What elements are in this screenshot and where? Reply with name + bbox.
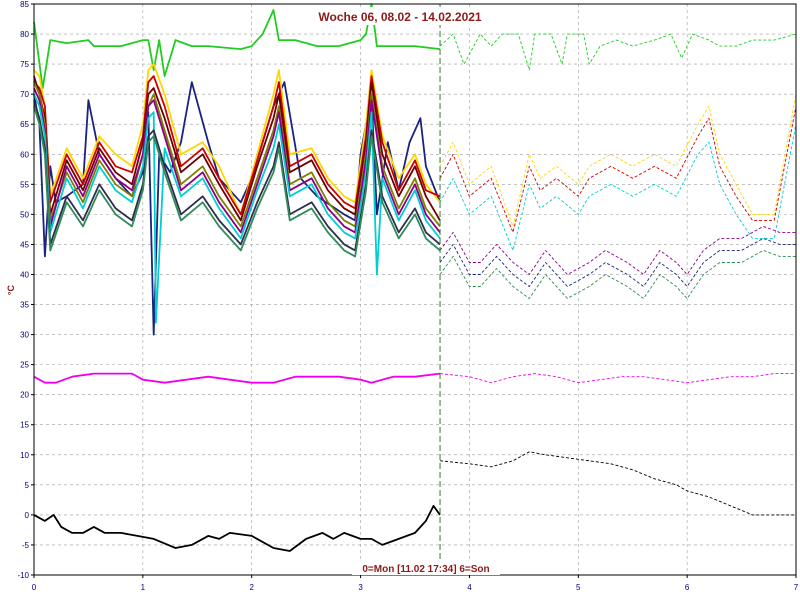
x-tick-label: 7 — [794, 583, 799, 592]
x-tick-label: 5 — [576, 583, 581, 592]
x-tick-label: 6 — [685, 583, 690, 592]
x-tick-label: 4 — [467, 583, 472, 592]
x-tick-label: 1 — [141, 583, 146, 592]
chart-title: Woche 06, 08.02 - 14.02.2021 — [318, 10, 482, 24]
series-lines — [33, 3, 797, 552]
x-axis-label: 0=Mon [11.02 17:34] 6=Son — [362, 564, 489, 575]
y-tick-label: 65 — [20, 120, 29, 129]
x-tick-label: 2 — [249, 583, 254, 592]
series-line-9 — [33, 105, 441, 258]
forecast-series-line-17 — [439, 225, 796, 275]
y-tick-labels: -10 -5 0 5 10 15 20 25 30 35 40 45 50 55 60 65 70 75 80 85 — [17, 0, 34, 580]
forecast-series-line-16 — [439, 124, 797, 251]
y-tick-label: 80 — [20, 30, 29, 39]
series-line-10 — [33, 372, 441, 384]
forecast-series-line-13 — [439, 237, 796, 287]
y-tick-label: 35 — [20, 301, 29, 310]
series-line-0 — [33, 3, 441, 89]
forecast-series-line-12 — [439, 33, 797, 71]
y-tick-label: 15 — [20, 421, 29, 430]
x-tick-label: 0 — [32, 583, 37, 592]
y-axis-label: °C — [6, 284, 16, 295]
series-line-4 — [33, 75, 441, 222]
forecast-series-line-14 — [439, 94, 797, 227]
y-tick-label: -10 — [17, 571, 29, 580]
y-tick-label: 0 — [25, 511, 30, 520]
forecast-series-line-18 — [439, 249, 796, 299]
series-line-1 — [33, 81, 441, 336]
y-tick-label: 5 — [25, 481, 30, 490]
x-tick-label: 3 — [358, 583, 363, 592]
y-tick-label: 10 — [20, 451, 29, 460]
y-tick-label: 60 — [20, 150, 29, 159]
y-tick-label: 20 — [20, 391, 29, 400]
series-line-11 — [33, 504, 441, 552]
chart-title-bg — [305, 7, 497, 25]
forecast-series-line-19 — [439, 373, 796, 384]
y-tick-label: 55 — [20, 180, 29, 189]
y-tick-label: 50 — [20, 210, 29, 219]
y-tick-label: 75 — [20, 60, 29, 69]
series-line-6 — [33, 87, 441, 234]
y-tick-label: 25 — [20, 361, 29, 370]
series-line-7 — [33, 93, 441, 324]
y-tick-label: 40 — [20, 270, 29, 279]
forecast-series-line-20 — [439, 451, 796, 516]
x-axis-label-bg — [352, 561, 500, 575]
y-tick-label: 85 — [20, 0, 29, 9]
y-tick-label: 70 — [20, 90, 29, 99]
y-tick-label: 45 — [20, 240, 29, 249]
forecast-series-line-15 — [439, 106, 797, 233]
y-tick-label: 30 — [20, 331, 29, 340]
y-tick-label: -5 — [22, 541, 30, 550]
